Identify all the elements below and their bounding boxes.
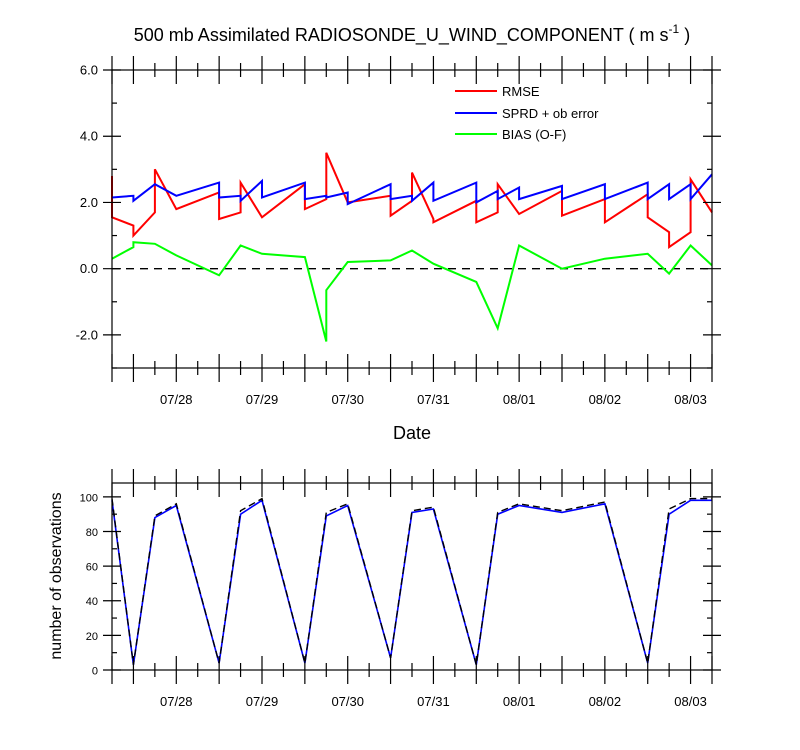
y-axis-label-observations: number of observations [48, 492, 65, 659]
series-line-sprd [111, 173, 713, 206]
y-tick-label: 100 [80, 492, 98, 504]
bottom-plot-frame [111, 482, 713, 671]
x-tick-label: 08/03 [674, 392, 707, 407]
x-tick-label: 07/28 [160, 392, 193, 407]
x-axis-label: Date [393, 423, 431, 443]
y-tick-label: 0.0 [80, 261, 98, 276]
x-tick-label: 07/30 [331, 392, 364, 407]
x-tick-label: 08/03 [674, 694, 707, 709]
y-tick-label: 0 [92, 666, 98, 678]
x-tick-label: 07/31 [417, 392, 450, 407]
x-tick-label: 07/29 [246, 392, 279, 407]
series-line-possible [111, 497, 712, 665]
y-tick-label: 60 [86, 562, 98, 574]
chart-title: 500 mb Assimilated RADIOSONDE_U_WIND_COM… [134, 22, 690, 46]
legend-label-sprd: SPRD + ob error [502, 106, 599, 121]
x-tick-label: 07/28 [160, 694, 193, 709]
series-line-used [111, 499, 712, 666]
y-tick-label: 20 [86, 631, 98, 643]
y-tick-label: -2.0 [76, 327, 98, 342]
legend-label-rmse: RMSE [502, 84, 540, 99]
y-tick-label: 40 [86, 596, 98, 608]
top-y-axis: 6.0 4.0 2.0 0.0 -2.0 [76, 63, 721, 369]
x-tick-label: 08/02 [589, 392, 622, 407]
bottom-panel: 0 20 40 60 80 100 07/28 07/29 07/30 07/31 08/01 08… [48, 469, 721, 709]
x-tick-label: 07/31 [417, 694, 450, 709]
title-superscript: -1 [669, 22, 680, 36]
bottom-x-axis: 07/28 07/29 07/30 07/31 08/01 08/02 08/03 [111, 469, 713, 709]
top-panel: 6.0 4.0 2.0 0.0 -2.0 07/28 07/29 07/30 07/31 08/… [76, 56, 721, 443]
y-tick-label: 2.0 [80, 195, 98, 210]
x-tick-label: 08/01 [503, 392, 536, 407]
top-x-axis: 07/28 07/29 07/30 07/31 08/01 08/02 08/03 [111, 56, 713, 407]
bottom-y-axis: 0 20 40 60 80 100 [80, 492, 721, 678]
x-tick-label: 08/02 [589, 694, 622, 709]
bottom-series-group [111, 497, 712, 666]
series-line-bias [111, 241, 713, 342]
legend: RMSE SPRD + ob error BIAS (O-F) [455, 84, 599, 142]
legend-label-bias: BIAS (O-F) [502, 127, 566, 142]
x-tick-label: 07/29 [246, 694, 279, 709]
x-tick-label: 08/01 [503, 694, 536, 709]
y-tick-label: 80 [86, 527, 98, 539]
x-tick-label: 07/30 [331, 694, 364, 709]
top-series-group [111, 152, 713, 342]
top-plot-frame [111, 69, 713, 369]
y-tick-label: 4.0 [80, 129, 98, 144]
y-tick-label: 6.0 [80, 63, 98, 78]
